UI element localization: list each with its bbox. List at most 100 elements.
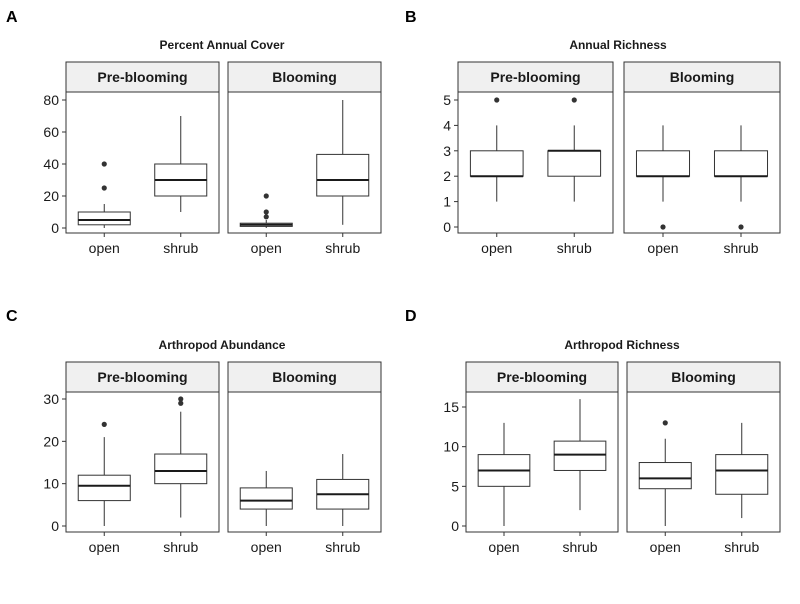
y-tick-label: 30 [43, 391, 59, 407]
panel-tag: C [6, 308, 18, 325]
box-body [316, 153, 370, 197]
y-tick-label: 2 [443, 168, 451, 184]
plot-frame [65, 391, 220, 533]
facet-strip [465, 361, 619, 393]
y-tick-label: 80 [43, 92, 59, 108]
y-tick-label: 4 [443, 117, 451, 133]
box-open: open [477, 422, 531, 555]
box-shrub: shrub [553, 399, 607, 555]
box-body [715, 454, 769, 495]
x-tick-label: shrub [724, 539, 759, 555]
y-axis: 0 10 20 30 [43, 391, 66, 534]
box-body [469, 150, 524, 177]
box-body [635, 150, 691, 177]
outlier-point [101, 421, 107, 427]
panel-a: A Percent Annual Cover 0 20 40 60 80 Pre-bloomi… [6, 9, 382, 256]
panel-title: Arthropod Abundance [159, 338, 286, 352]
facet-pre-blooming: Pre-blooming open shrub [65, 61, 220, 256]
panel-title: Arthropod Richness [564, 338, 680, 352]
x-tick-label: open [481, 240, 512, 256]
facet-pre-blooming: Pre-blooming open shrub [465, 361, 619, 555]
box-open: open [638, 420, 692, 555]
x-tick-label: open [251, 240, 282, 256]
box-shrub: shrub [154, 396, 208, 555]
box-open: open [469, 97, 524, 256]
panel-tag: D [405, 308, 417, 325]
outlier-point [178, 396, 184, 402]
x-tick-label: open [89, 240, 120, 256]
panel-c: C Arthropod Abundance 0 10 20 30 Pre-blooming o… [6, 308, 382, 555]
y-tick-label: 5 [451, 478, 459, 494]
box-body [553, 440, 607, 471]
x-tick-label: open [251, 539, 282, 555]
panel-tag: A [6, 9, 18, 26]
facet-blooming: Blooming open shrub [227, 61, 382, 256]
facet-strip [227, 361, 382, 393]
y-tick-label: 3 [443, 143, 451, 159]
facet-label: Blooming [272, 69, 337, 85]
box-body [713, 150, 769, 177]
box-body [154, 453, 208, 485]
box-body [77, 211, 131, 226]
panel-tag: B [405, 9, 417, 26]
y-tick-label: 0 [51, 518, 59, 534]
box-body [239, 487, 293, 510]
facet-blooming: Blooming open shrub [626, 361, 781, 555]
y-axis: 0 5 10 15 [443, 399, 466, 534]
x-tick-label: shrub [325, 539, 360, 555]
facet-label: Blooming [670, 69, 735, 85]
x-tick-label: open [647, 240, 678, 256]
box-shrub: shrub [713, 125, 769, 256]
y-tick-label: 0 [443, 219, 451, 235]
facet-blooming: Blooming open shrub [623, 61, 781, 256]
outlier-point [662, 420, 668, 426]
box-shrub: shrub [547, 97, 602, 256]
facet-label: Pre-blooming [490, 69, 580, 85]
y-tick-label: 60 [43, 124, 59, 140]
y-tick-label: 0 [451, 518, 459, 534]
panel-title: Annual Richness [569, 38, 667, 52]
x-tick-label: shrub [562, 539, 597, 555]
y-tick-label: 1 [443, 194, 451, 210]
plot-frame [65, 91, 220, 234]
box-shrub: shrub [154, 116, 208, 256]
facet-label: Blooming [671, 369, 736, 385]
x-tick-label: open [488, 539, 519, 555]
y-tick-label: 20 [43, 188, 59, 204]
outlier-point [263, 214, 269, 220]
plot-frame [623, 91, 781, 234]
facet-pre-blooming: Pre-blooming open shrub [65, 361, 220, 555]
panel-d: D Arthropod Richness 0 5 10 15 Pre-blooming ope… [405, 308, 781, 555]
box-shrub: shrub [316, 100, 370, 256]
outlier-point [178, 400, 184, 406]
box-body [547, 150, 602, 177]
facet-strip [65, 61, 220, 93]
box-open: open [635, 125, 691, 256]
facet-blooming: Blooming open shrub [227, 361, 382, 555]
y-tick-label: 40 [43, 156, 59, 172]
x-tick-label: shrub [163, 539, 198, 555]
panel-title: Percent Annual Cover [160, 38, 285, 52]
outlier-point [660, 224, 666, 230]
facet-label: Pre-blooming [97, 69, 187, 85]
outlier-point [738, 224, 744, 230]
box-open: open [77, 161, 131, 256]
y-tick-label: 5 [443, 92, 451, 108]
outlier-point [263, 209, 269, 215]
outlier-point [571, 97, 577, 103]
x-tick-label: shrub [163, 240, 198, 256]
y-tick-label: 10 [443, 439, 459, 455]
plot-frame [457, 91, 614, 234]
box-body [638, 462, 692, 490]
y-tick-label: 15 [443, 399, 459, 415]
box-shrub: shrub [715, 422, 769, 555]
facet-pre-blooming: Pre-blooming open shrub [457, 61, 614, 256]
facet-strip [457, 61, 614, 93]
box-open: open [239, 193, 293, 256]
y-tick-label: 20 [43, 433, 59, 449]
box-shrub: shrub [316, 454, 370, 555]
facet-label: Pre-blooming [497, 369, 587, 385]
x-tick-label: open [89, 539, 120, 555]
plot-frame [465, 391, 619, 533]
